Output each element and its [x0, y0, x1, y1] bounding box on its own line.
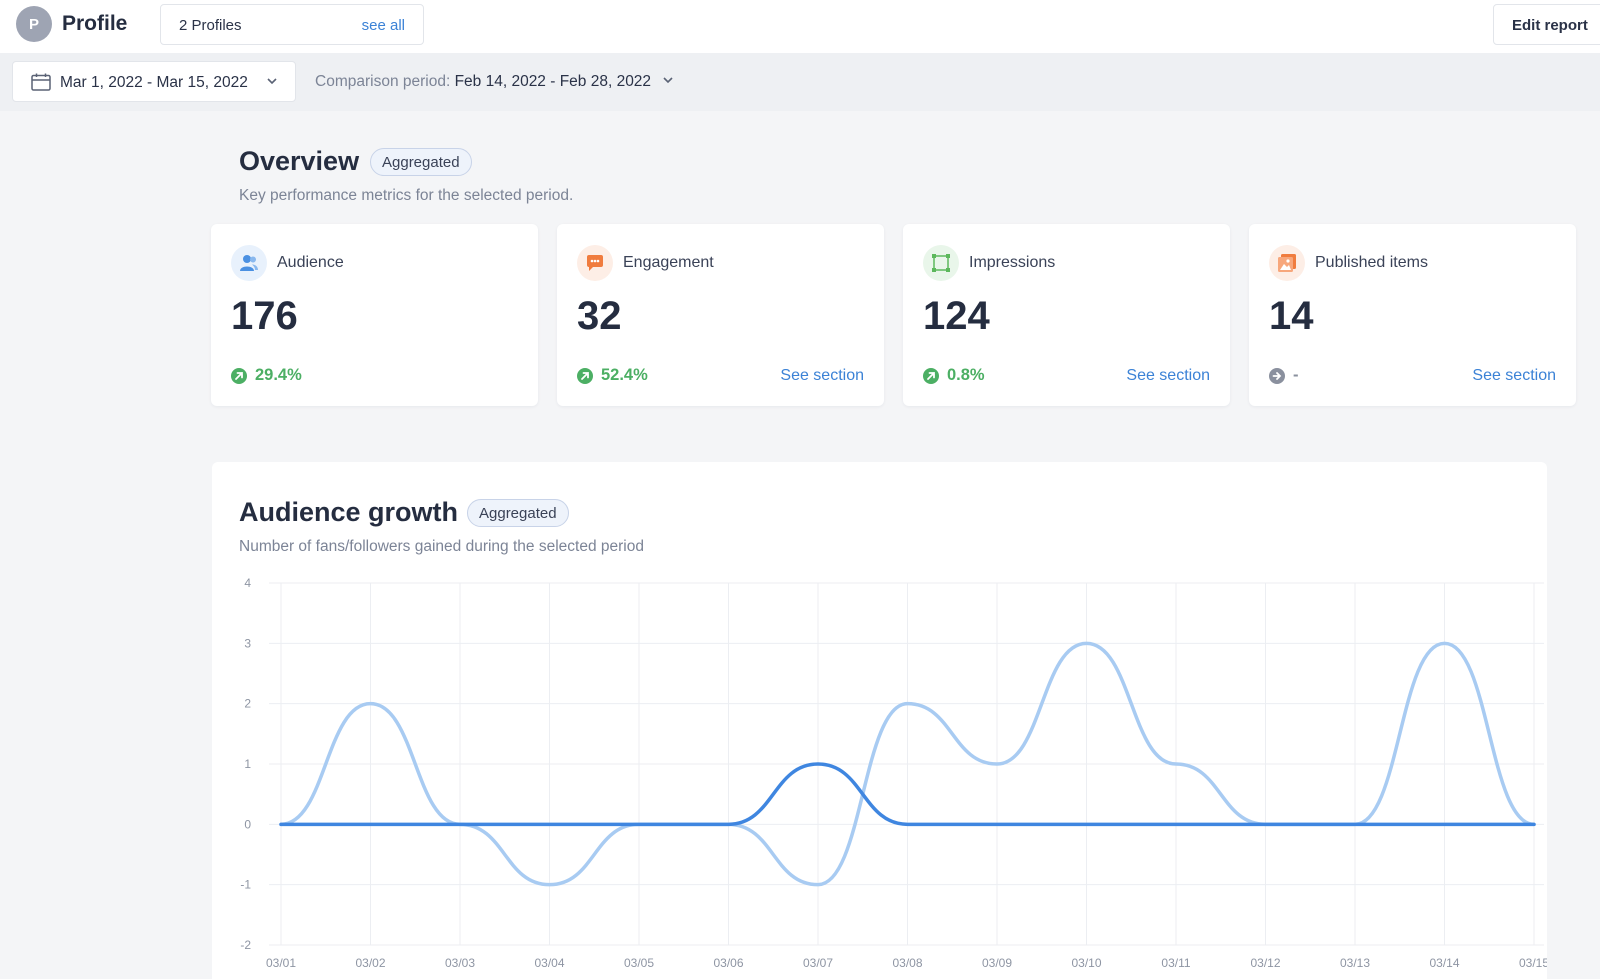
- profile-avatar[interactable]: P: [16, 6, 52, 42]
- y-tick-label: 0: [244, 817, 251, 831]
- x-tick-label: 03/02: [355, 956, 385, 970]
- x-tick-label: 03/13: [1340, 956, 1370, 970]
- change-value: -: [1293, 366, 1299, 384]
- edit-report-button[interactable]: Edit report: [1493, 4, 1600, 45]
- audience-growth-subtitle: Number of fans/followers gained during t…: [239, 538, 644, 555]
- x-tick-label: 03/07: [803, 956, 833, 970]
- top-bar: P Profile 2 Profiles see all Edit report: [0, 0, 1600, 53]
- card-label: Engagement: [623, 254, 714, 271]
- x-tick-label: 03/11: [1161, 956, 1190, 970]
- overview-badge: Aggregated: [370, 148, 472, 176]
- profiles-count: 2 Profiles: [179, 17, 242, 34]
- impressions-icon: [923, 245, 959, 281]
- arrow-up-circle-icon: [923, 367, 939, 384]
- card-label: Impressions: [969, 254, 1056, 271]
- audience-icon: [231, 245, 267, 281]
- audience-card: Audience 176 29.4%: [211, 224, 538, 406]
- y-tick-label: 1: [244, 757, 251, 771]
- card-change: 52.4%: [577, 366, 648, 385]
- x-tick-label: 03/03: [445, 956, 475, 970]
- published-items-icon: [1269, 245, 1305, 281]
- arrow-up-circle-icon: [231, 367, 247, 384]
- published-items-card: Published items 14 - See section: [1249, 224, 1576, 406]
- audience-growth-panel: 4 3 2 1 0 -1 -2 03/01 03/02 03/03 03/04 03/05 03/06 0…: [212, 462, 1547, 979]
- page-title: Profile: [62, 12, 128, 35]
- see-section-link[interactable]: See section: [780, 367, 864, 384]
- y-tick-label: 4: [244, 576, 251, 590]
- x-tick-label: 03/09: [982, 956, 1012, 970]
- y-tick-label: 2: [244, 697, 251, 711]
- change-value: 52.4%: [601, 366, 648, 384]
- series-line-primary: [279, 762, 1536, 827]
- see-all-link[interactable]: see all: [361, 17, 405, 34]
- card-value: 32: [577, 294, 622, 338]
- see-section-link[interactable]: See section: [1126, 367, 1210, 384]
- y-tick-label: 3: [244, 636, 251, 650]
- arrow-right-circle-icon: [1269, 367, 1285, 384]
- comparison-value: Feb 14, 2022 - Feb 28, 2022: [454, 73, 652, 90]
- y-tick-label: -2: [240, 938, 251, 952]
- comparison-period[interactable]: Comparison period: Feb 14, 2022 - Feb 28…: [315, 73, 675, 91]
- card-label: Published items: [1315, 254, 1428, 271]
- arrow-up-circle-icon: [577, 367, 593, 384]
- calendar-icon: [31, 73, 51, 91]
- chevron-down-icon: [663, 77, 673, 84]
- engagement-icon: [577, 245, 613, 281]
- audience-growth-title: Audience growth: [239, 497, 459, 527]
- x-tick-label: 03/12: [1250, 956, 1280, 970]
- x-tick-label: 03/14: [1429, 956, 1459, 970]
- change-value: 29.4%: [255, 366, 302, 384]
- card-value: 176: [231, 294, 298, 338]
- x-tick-label: 03/15: [1519, 956, 1547, 970]
- see-section-link[interactable]: See section: [1472, 367, 1556, 384]
- date-bar: Mar 1, 2022 - Mar 15, 2022 Comparison pe…: [0, 53, 1600, 111]
- x-tick-label: 03/08: [892, 956, 922, 970]
- card-value: 124: [923, 294, 990, 338]
- impressions-card: Impressions 124 0.8% See section: [903, 224, 1230, 406]
- card-value: 14: [1269, 294, 1314, 338]
- profiles-selector[interactable]: 2 Profiles see all: [160, 4, 424, 45]
- y-tick-label: -1: [240, 878, 251, 892]
- card-change: -: [1269, 366, 1299, 385]
- x-tick-label: 03/05: [624, 956, 654, 970]
- overview-title: Overview: [239, 146, 360, 176]
- card-change: 29.4%: [231, 366, 302, 385]
- x-tick-label: 03/10: [1071, 956, 1101, 970]
- audience-growth-chart: 4 3 2 1 0 -1 -2 03/01 03/02 03/03 03/04 03/05 03/06 0…: [240, 576, 1547, 970]
- x-tick-label: 03/01: [266, 956, 296, 970]
- overview-subtitle: Key performance metrics for the selected…: [239, 187, 574, 204]
- chevron-down-icon: [267, 78, 277, 85]
- change-value: 0.8%: [947, 366, 985, 384]
- date-range-picker[interactable]: Mar 1, 2022 - Mar 15, 2022: [12, 61, 296, 102]
- engagement-card: Engagement 32 52.4% See section: [557, 224, 884, 406]
- audience-growth-badge: Aggregated: [467, 499, 569, 527]
- comparison-label: Comparison period:: [315, 73, 451, 90]
- x-tick-label: 03/06: [713, 956, 743, 970]
- card-change: 0.8%: [923, 366, 985, 385]
- card-label: Audience: [277, 254, 344, 271]
- date-range-text: Mar 1, 2022 - Mar 15, 2022: [60, 74, 248, 91]
- x-tick-label: 03/04: [534, 956, 564, 970]
